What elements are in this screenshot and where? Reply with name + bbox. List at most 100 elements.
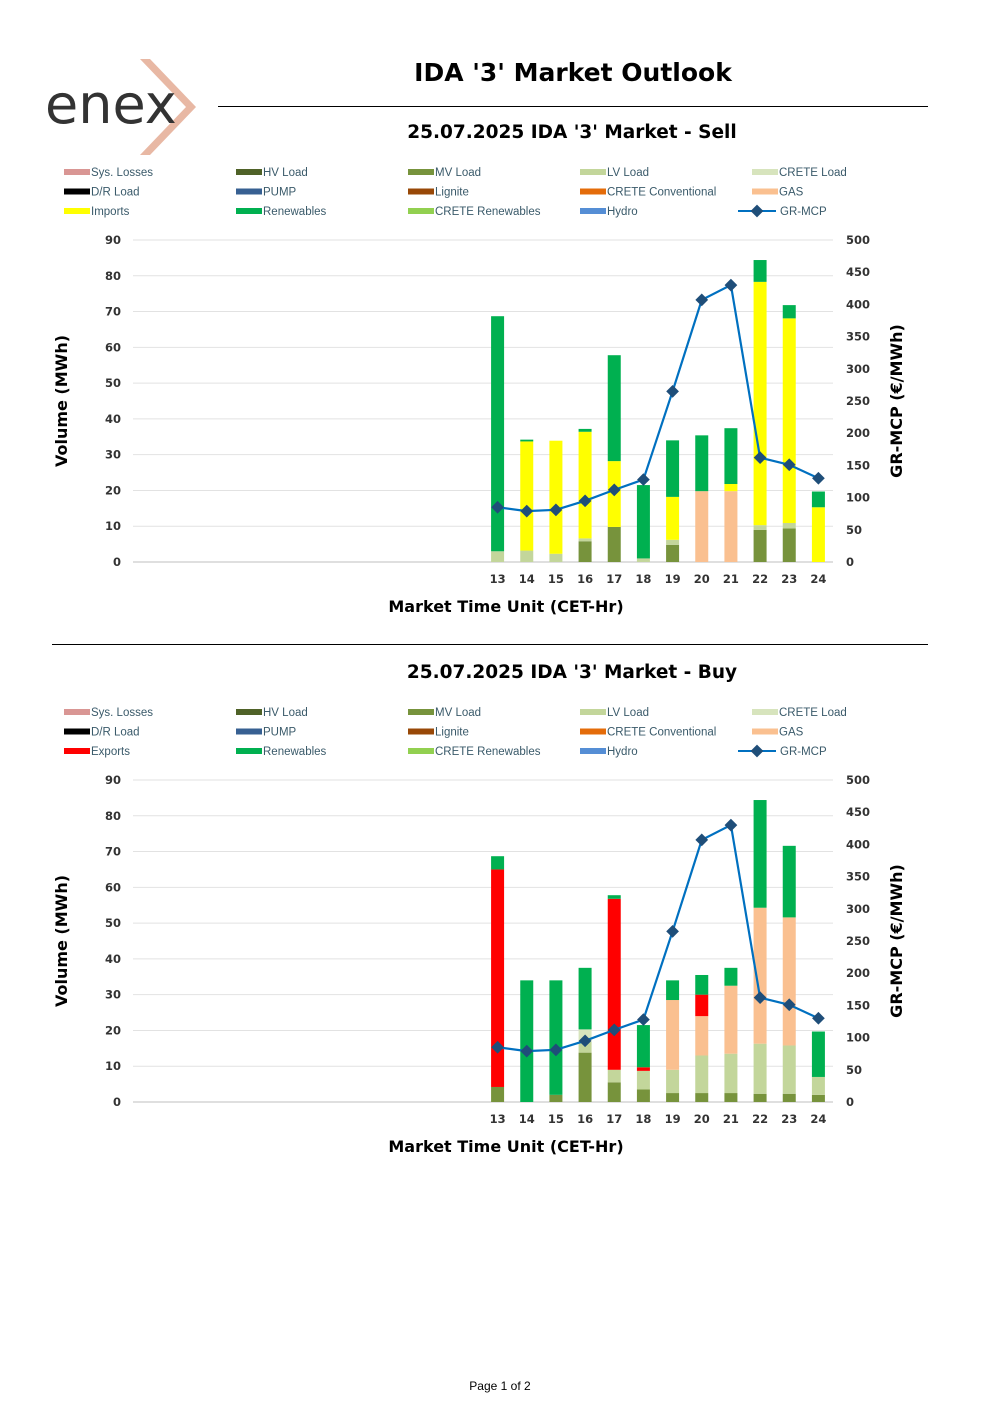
bar-renewables-21 (724, 967, 738, 986)
bar-gas-20 (695, 491, 709, 562)
y-tick-label: 80 (105, 809, 121, 823)
legend-swatch-sys-losses (64, 169, 90, 175)
legend-label-hydro: Hydro (607, 746, 638, 758)
x-tick-label: 18 (635, 1112, 651, 1126)
y-tick-label: 60 (105, 880, 121, 894)
legend-label-pump: PUMP (263, 727, 297, 739)
legend-swatch-lignite (408, 188, 434, 195)
y2-tick-label: 400 (846, 297, 870, 311)
legend-swatch-hydro (580, 208, 606, 214)
gr-mcp-point-13 (491, 500, 504, 514)
legend-swatch-sys-losses (64, 709, 90, 715)
legend-item-pump: PUMP (236, 727, 297, 739)
gr-mcp-point-21 (724, 818, 738, 832)
sell-chart-title: 25.07.2025 IDA '3' Market - Sell (407, 122, 736, 143)
page-number: Page 1 of 2 (469, 1379, 531, 1393)
logo-text: enex (45, 73, 177, 136)
legend-swatch-crete-conventional (580, 728, 606, 735)
bar-renewables-21 (724, 428, 738, 485)
legend-marker-gr-mcp (750, 744, 764, 758)
legend-item-renewables: Renewables (236, 206, 327, 218)
y-tick-label: 90 (105, 773, 121, 787)
y-tick-label: 70 (105, 845, 121, 859)
gr-mcp-point-17 (607, 1023, 621, 1037)
legend-label-exports: Exports (91, 746, 130, 758)
x-tick-label: 24 (810, 1112, 826, 1126)
legend-swatch-crete-renewables (408, 748, 434, 754)
sell-chart: 25.07.2025 IDA '3' Market - Sell Sys. Los… (52, 122, 906, 616)
bar-lv-load-18 (636, 1070, 650, 1090)
gr-mcp-point-18 (637, 1013, 650, 1026)
legend-swatch-crete-conventional (580, 188, 606, 195)
y-tick-label: 90 (105, 233, 121, 247)
x-tick-label: 22 (752, 572, 768, 586)
bar-lv-load-23 (782, 1045, 796, 1094)
buy-y2-axis-title: GR-MCP (€/MWh) (887, 864, 906, 1018)
bar-gas-21 (724, 985, 738, 1054)
legend-label-lignite: Lignite (435, 187, 469, 199)
y2-tick-label: 500 (846, 773, 870, 787)
bar-gas-22 (753, 907, 767, 1044)
legend-label-hydro: Hydro (607, 206, 638, 218)
legend-swatch-gas (752, 728, 778, 735)
legend-label-hv-load: HV Load (263, 707, 308, 719)
y2-tick-label: 50 (846, 1063, 862, 1077)
bar-imports-14 (520, 441, 534, 551)
bar-mv-load-23 (782, 1093, 796, 1102)
y2-tick-label: 100 (846, 491, 870, 505)
y-tick-label: 50 (105, 916, 121, 930)
buy-chart-title: 25.07.2025 IDA '3' Market - Buy (407, 662, 737, 683)
bar-mv-load-17 (607, 1082, 621, 1102)
bar-renewables-16 (578, 967, 592, 1030)
x-tick-label: 16 (577, 1112, 593, 1126)
x-tick-label: 19 (665, 572, 681, 586)
legend-item-exports: Exports (64, 746, 130, 758)
bar-renewables-19 (666, 980, 680, 1001)
legend-swatch-pump (236, 188, 262, 195)
legend-label-gas: GAS (779, 187, 804, 199)
legend-item-d-r-load: D/R Load (64, 187, 140, 199)
bar-gas-19 (666, 1000, 680, 1070)
bar-lv-load-24 (811, 1076, 825, 1095)
y2-tick-label: 100 (846, 1031, 870, 1045)
y2-tick-label: 250 (846, 394, 870, 408)
bar-mv-load-17 (607, 526, 621, 562)
bar-mv-load-18 (636, 1089, 650, 1102)
bar-mv-load-24 (811, 1094, 825, 1102)
legend-label-renewables: Renewables (263, 746, 327, 758)
x-tick-label: 17 (606, 1112, 622, 1126)
bar-mv-load-16 (578, 541, 592, 562)
legend-item-crete-conventional: CRETE Conventional (580, 727, 716, 739)
y2-tick-label: 500 (846, 233, 870, 247)
bar-renewables-15 (549, 980, 563, 1095)
x-tick-label: 16 (577, 572, 593, 586)
gr-mcp-point-21 (724, 278, 738, 292)
legend-swatch-lv-load (580, 169, 606, 175)
bar-exports-20 (695, 994, 709, 1017)
bar-lv-load-22 (753, 1043, 767, 1094)
legend-item-gr-mcp: GR-MCP (738, 204, 827, 218)
buy-x-axis-title: Market Time Unit (CET-Hr) (388, 1137, 623, 1156)
bar-lv-load-23 (782, 523, 796, 529)
legend-item-crete-renewables: CRETE Renewables (408, 206, 541, 218)
legend-item-mv-load: MV Load (408, 167, 481, 179)
y2-tick-label: 200 (846, 426, 870, 440)
legend-swatch-lv-load (580, 709, 606, 715)
bar-renewables-13 (491, 316, 505, 552)
x-tick-label: 20 (694, 1112, 710, 1126)
bar-lv-load-16 (578, 538, 592, 542)
y2-tick-label: 200 (846, 966, 870, 980)
x-tick-label: 23 (781, 572, 797, 586)
bar-imports-22 (753, 281, 767, 526)
enex-logo: enex (45, 59, 196, 155)
bar-imports-21 (724, 484, 738, 492)
bar-renewables-14 (520, 439, 534, 442)
legend-swatch-renewables (236, 748, 262, 754)
y2-tick-label: 300 (846, 362, 870, 376)
legend-swatch-crete-renewables (408, 208, 434, 214)
bar-exports-18 (636, 1067, 650, 1071)
legend-label-crete-conventional: CRETE Conventional (607, 727, 716, 739)
bar-mv-load-19 (666, 544, 680, 562)
y2-tick-label: 50 (846, 523, 862, 537)
legend-label-renewables: Renewables (263, 206, 327, 218)
